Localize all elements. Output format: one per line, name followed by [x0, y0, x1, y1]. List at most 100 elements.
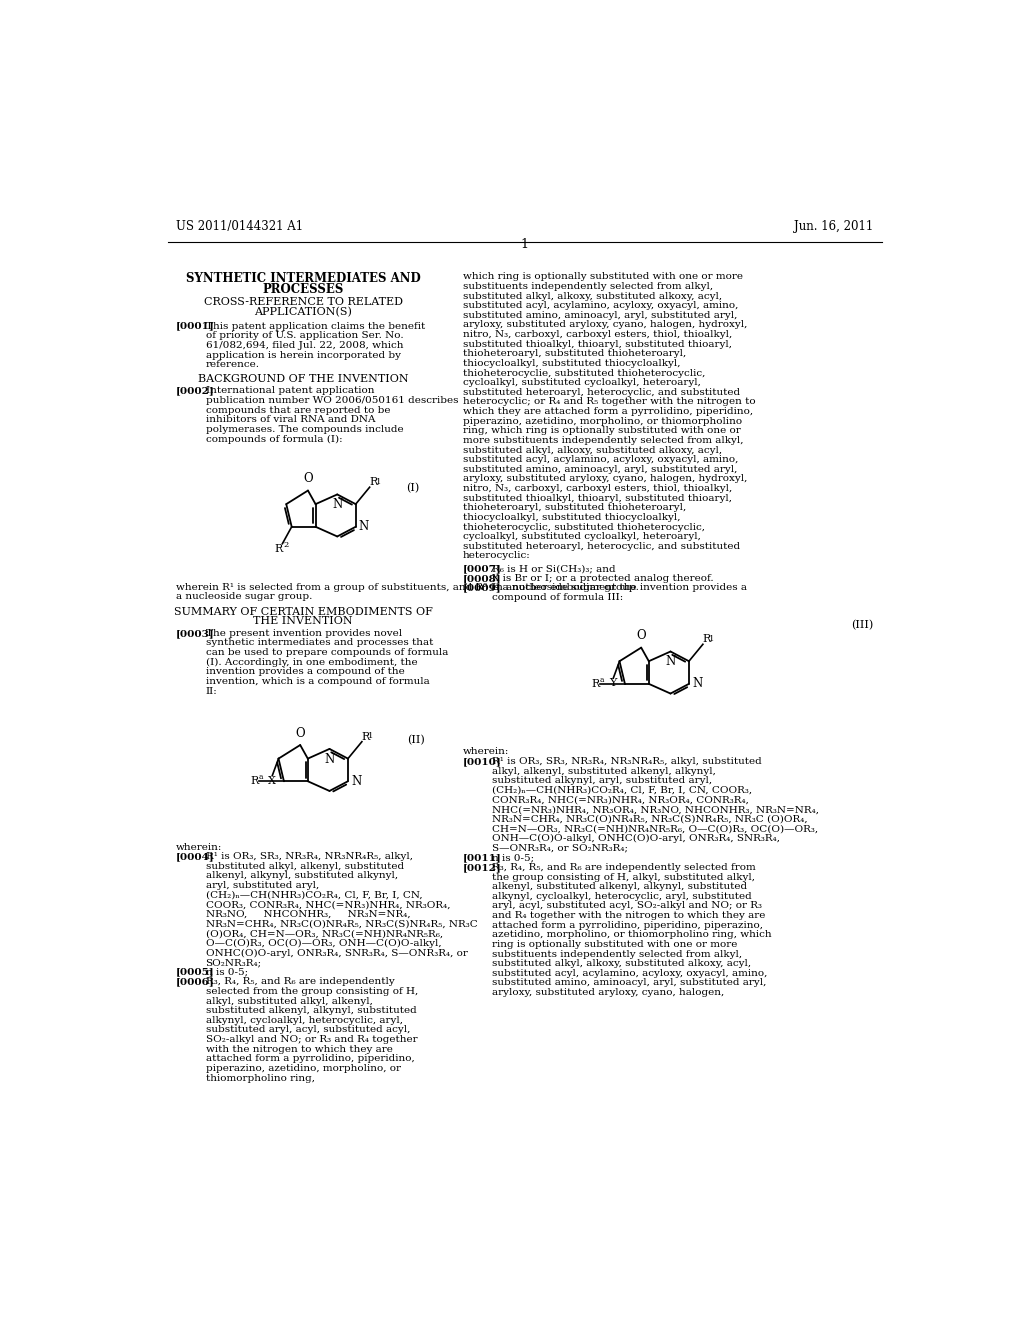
Text: R₃, R₄, R₅, and R₆ are independently: R₃, R₄, R₅, and R₆ are independently — [206, 977, 394, 986]
Text: piperazino, azetidino, morpholino, or thiomorpholino: piperazino, azetidino, morpholino, or th… — [463, 417, 742, 426]
Text: a: a — [599, 676, 604, 684]
Text: (CH₂)ₙ—CH(NHR₃)CO₂R₄, Cl, F, Br, I, CN,: (CH₂)ₙ—CH(NHR₃)CO₂R₄, Cl, F, Br, I, CN, — [206, 891, 422, 900]
Text: cycloalkyl, substituted cycloalkyl, heteroaryl,: cycloalkyl, substituted cycloalkyl, hete… — [463, 379, 700, 387]
Text: alkenyl, substituted alkenyl, alkynyl, substituted: alkenyl, substituted alkenyl, alkynyl, s… — [493, 882, 748, 891]
Text: substituted thioalkyl, thioaryl, substituted thioaryl,: substituted thioalkyl, thioaryl, substit… — [463, 494, 732, 503]
Text: R¹ is OR₃, SR₃, NR₃R₄, NR₃NR₄R₅, alkyl,: R¹ is OR₃, SR₃, NR₃R₄, NR₃NR₄R₅, alkyl, — [206, 853, 413, 861]
Text: substituted amino, aminoacyl, aryl, substituted aryl,: substituted amino, aminoacyl, aryl, subs… — [463, 312, 737, 319]
Text: substituted acyl, acylamino, acyloxy, oxyacyl, amino,: substituted acyl, acylamino, acyloxy, ox… — [463, 301, 738, 310]
Text: substituted alkynyl, aryl, substituted aryl,: substituted alkynyl, aryl, substituted a… — [493, 776, 713, 785]
Text: O: O — [636, 630, 646, 643]
Text: NR₃N=CHR₄, NR₃C(O)NR₄R₅, NR₃C(S)NR₄R₅, NR₃C (O)OR₄,: NR₃N=CHR₄, NR₃C(O)NR₄R₅, NR₃C(S)NR₄R₅, N… — [493, 814, 808, 824]
Text: (CH₂)ₙ—CH(NHR₃)CO₂R₄, Cl, F, Br, I, CN, COOR₃,: (CH₂)ₙ—CH(NHR₃)CO₂R₄, Cl, F, Br, I, CN, … — [493, 785, 753, 795]
Text: 1: 1 — [376, 478, 381, 486]
Text: substituents independently selected from alkyl,: substituents independently selected from… — [493, 949, 742, 958]
Text: NR₃NO,     NHCONHR₃,     NR₃N=NR₄,: NR₃NO, NHCONHR₃, NR₃N=NR₄, — [206, 909, 411, 919]
Text: [0006]: [0006] — [176, 977, 215, 986]
Text: aryloxy, substituted aryloxy, cyano, halogen,: aryloxy, substituted aryloxy, cyano, hal… — [493, 989, 725, 997]
Text: [0009]: [0009] — [463, 583, 502, 593]
Text: International patent application: International patent application — [206, 387, 374, 395]
Text: invention provides a compound of the: invention provides a compound of the — [206, 668, 404, 676]
Text: cycloalkyl, substituted cycloalkyl, heteroaryl,: cycloalkyl, substituted cycloalkyl, hete… — [463, 532, 700, 541]
Text: [0002]: [0002] — [176, 387, 215, 395]
Text: R¹ is OR₃, SR₃, NR₃R₄, NR₃NR₄R₅, alkyl, substituted: R¹ is OR₃, SR₃, NR₃R₄, NR₃NR₄R₅, alkyl, … — [493, 758, 762, 766]
Text: substituted alkenyl, alkynyl, substituted: substituted alkenyl, alkynyl, substitute… — [206, 1006, 416, 1015]
Text: N: N — [692, 677, 702, 690]
Text: azetidino, morpholino, or thiomorpholino ring, which: azetidino, morpholino, or thiomorpholino… — [493, 931, 772, 940]
Text: thioheterocyclic, substituted thioheterocyclic,: thioheterocyclic, substituted thiohetero… — [463, 523, 705, 532]
Text: SO₂-alkyl and NO; or R₃ and R₄ together: SO₂-alkyl and NO; or R₃ and R₄ together — [206, 1035, 417, 1044]
Text: II:: II: — [206, 686, 217, 696]
Text: 1: 1 — [521, 238, 528, 251]
Text: N: N — [332, 498, 342, 511]
Text: (I). Accordingly, in one embodiment, the: (I). Accordingly, in one embodiment, the — [206, 657, 417, 667]
Text: substituted thioalkyl, thioaryl, substituted thioaryl,: substituted thioalkyl, thioaryl, substit… — [463, 339, 732, 348]
Text: SUMMARY OF CERTAIN EMBODIMENTS OF: SUMMARY OF CERTAIN EMBODIMENTS OF — [174, 607, 432, 616]
Text: N: N — [666, 655, 676, 668]
Text: wherein R¹ is selected from a group of substituents, and R² is a nucleoside suga: wherein R¹ is selected from a group of s… — [176, 582, 639, 591]
Text: (I): (I) — [407, 483, 420, 492]
Text: (O)OR₄, CH=N—OR₃, NR₃C(=NH)NR₄NR₅R₆,: (O)OR₄, CH=N—OR₃, NR₃C(=NH)NR₄NR₅R₆, — [206, 929, 442, 939]
Text: R₃, R₄, R₅, and R₆ are independently selected from: R₃, R₄, R₅, and R₆ are independently sel… — [493, 863, 756, 873]
Text: publication number WO 2006/050161 describes: publication number WO 2006/050161 descri… — [206, 396, 458, 405]
Text: alkyl, alkenyl, substituted alkenyl, alkynyl,: alkyl, alkenyl, substituted alkenyl, alk… — [493, 767, 716, 776]
Text: R: R — [274, 544, 283, 553]
Text: piperazino, azetidino, morpholino, or: piperazino, azetidino, morpholino, or — [206, 1064, 400, 1073]
Text: CH=N—OR₃, NR₃C(=NH)NR₄NR₅R₆, O—C(O)R₃, OC(O)—OR₃,: CH=N—OR₃, NR₃C(=NH)NR₄NR₅R₆, O—C(O)R₃, O… — [493, 825, 818, 833]
Text: R: R — [361, 731, 370, 742]
Text: Jun. 16, 2011: Jun. 16, 2011 — [795, 220, 873, 234]
Text: ONH—C(O)O-alkyl, ONHC(O)O-aryl, ONR₃R₄, SNR₃R₄,: ONH—C(O)O-alkyl, ONHC(O)O-aryl, ONR₃R₄, … — [493, 834, 780, 843]
Text: substituted heteroaryl, heterocyclic, and substituted: substituted heteroaryl, heterocyclic, an… — [463, 543, 740, 550]
Text: attached form a pyrrolidino, piperidino, piperazino,: attached form a pyrrolidino, piperidino,… — [493, 921, 763, 929]
Text: nitro, N₃, carboxyl, carboxyl esters, thiol, thioalkyl,: nitro, N₃, carboxyl, carboxyl esters, th… — [463, 484, 732, 494]
Text: with the nitrogen to which they are: with the nitrogen to which they are — [206, 1044, 392, 1053]
Text: substituted alkyl, alkenyl, substituted: substituted alkyl, alkenyl, substituted — [206, 862, 403, 871]
Text: R: R — [702, 635, 711, 644]
Text: aryloxy, substituted aryloxy, cyano, halogen, hydroxyl,: aryloxy, substituted aryloxy, cyano, hal… — [463, 321, 748, 330]
Text: [0004]: [0004] — [176, 853, 215, 861]
Text: R: R — [591, 678, 599, 689]
Text: substituted amino, aminoacyl, aryl, substituted aryl,: substituted amino, aminoacyl, aryl, subs… — [463, 465, 737, 474]
Text: NHC(=NR₃)NHR₄, NR₃OR₄, NR₃NO, NHCONHR₃, NR₃N=NR₄,: NHC(=NR₃)NHR₄, NR₃OR₄, NR₃NO, NHCONHR₃, … — [493, 805, 819, 814]
Text: invention, which is a compound of formula: invention, which is a compound of formul… — [206, 677, 429, 686]
Text: O: O — [303, 473, 312, 486]
Text: ring is optionally substituted with one or more: ring is optionally substituted with one … — [493, 940, 737, 949]
Text: substituted alkyl, alkoxy, substituted alkoxy, acyl,: substituted alkyl, alkoxy, substituted a… — [463, 292, 722, 301]
Text: APPLICATION(S): APPLICATION(S) — [254, 308, 352, 317]
Text: which ring is optionally substituted with one or more: which ring is optionally substituted wit… — [463, 272, 742, 281]
Text: thioheteroaryl, substituted thioheteroaryl,: thioheteroaryl, substituted thioheteroar… — [463, 503, 686, 512]
Text: X is Br or I; or a protected analog thereof.: X is Br or I; or a protected analog ther… — [493, 574, 714, 583]
Text: [0012]: [0012] — [463, 863, 502, 873]
Text: aryl, substituted aryl,: aryl, substituted aryl, — [206, 880, 318, 890]
Text: thiomorpholino ring,: thiomorpholino ring, — [206, 1073, 314, 1082]
Text: substituted amino, aminoacyl, aryl, substituted aryl,: substituted amino, aminoacyl, aryl, subs… — [493, 978, 767, 987]
Text: alkynyl, cycloalkyl, heterocyclic, aryl,: alkynyl, cycloalkyl, heterocyclic, aryl, — [206, 1016, 402, 1024]
Text: thiocycloalkyl, substituted thiocycloalkyl,: thiocycloalkyl, substituted thiocycloalk… — [463, 513, 680, 521]
Text: a nucleoside sugar group.: a nucleoside sugar group. — [176, 593, 312, 602]
Text: alkenyl, alkynyl, substituted alkynyl,: alkenyl, alkynyl, substituted alkynyl, — [206, 871, 397, 880]
Text: COOR₃, CONR₃R₄, NHC(=NR₃)NHR₄, NR₃OR₄,: COOR₃, CONR₃R₄, NHC(=NR₃)NHR₄, NR₃OR₄, — [206, 900, 463, 909]
Text: [0008]: [0008] — [463, 574, 502, 583]
Text: the group consisting of H, alkyl, substituted alkyl,: the group consisting of H, alkyl, substi… — [493, 873, 756, 882]
Text: heterocyclic:: heterocyclic: — [463, 552, 530, 561]
Text: alkyl, substituted alkyl, alkenyl,: alkyl, substituted alkyl, alkenyl, — [206, 997, 373, 1006]
Text: synthetic intermediates and processes that: synthetic intermediates and processes th… — [206, 639, 433, 648]
Text: THE INVENTION: THE INVENTION — [253, 616, 353, 626]
Text: US 2011/0144321 A1: US 2011/0144321 A1 — [176, 220, 303, 234]
Text: NR₃N=CHR₄, NR₃C(O)NR₄R₅, NR₃C(S)NR₄R₅, NR₃C: NR₃N=CHR₄, NR₃C(O)NR₄R₅, NR₃C(S)NR₄R₅, N… — [206, 920, 477, 928]
Text: N: N — [325, 752, 335, 766]
Text: 61/082,694, filed Jul. 22, 2008, which: 61/082,694, filed Jul. 22, 2008, which — [206, 341, 403, 350]
Text: [0001]: [0001] — [176, 322, 215, 330]
Text: aryloxy, substituted aryloxy, cyano, halogen, hydroxyl,: aryloxy, substituted aryloxy, cyano, hal… — [463, 474, 748, 483]
Text: compounds that are reported to be: compounds that are reported to be — [206, 405, 390, 414]
Text: 1: 1 — [368, 733, 374, 741]
Text: and R₄ together with the nitrogen to which they are: and R₄ together with the nitrogen to whi… — [493, 911, 766, 920]
Text: (III): (III) — [851, 620, 873, 631]
Text: substituted acyl, acylamino, acyloxy, oxyacyl, amino,: substituted acyl, acylamino, acyloxy, ox… — [493, 969, 768, 978]
Text: which they are attached form a pyrrolidino, piperidino,: which they are attached form a pyrrolidi… — [463, 407, 753, 416]
Text: more substituents independently selected from alkyl,: more substituents independently selected… — [463, 436, 743, 445]
Text: n is 0-5;: n is 0-5; — [206, 968, 248, 977]
Text: nitro, N₃, carboxyl, carboxyl esters, thiol, thioalkyl,: nitro, N₃, carboxyl, carboxyl esters, th… — [463, 330, 732, 339]
Text: (II): (II) — [408, 735, 425, 744]
Text: O: O — [295, 726, 305, 739]
